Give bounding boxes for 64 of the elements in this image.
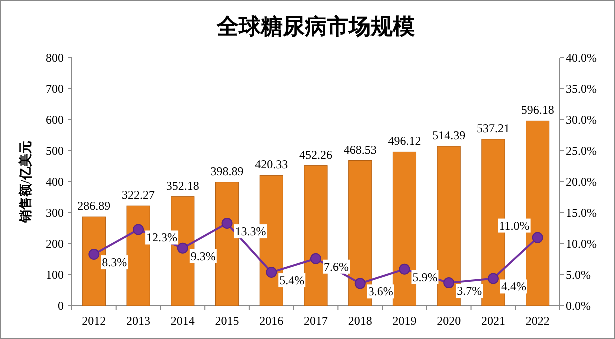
y-axis-title: 销售额/亿美元 bbox=[18, 141, 33, 224]
chart-title: 全球糖尿病市场规模 bbox=[216, 14, 415, 39]
x-tick-label: 2013 bbox=[126, 314, 151, 328]
y2-tick-label: 15.0% bbox=[566, 206, 597, 220]
point bbox=[310, 253, 322, 264]
point bbox=[532, 232, 544, 244]
data-label: 12.3% bbox=[146, 230, 178, 245]
data-label: 452.26 bbox=[300, 148, 332, 162]
y2-tick-label: 5.0% bbox=[566, 268, 591, 282]
x-tick-label: 2014 bbox=[170, 314, 195, 328]
y2-tick-label: 0.0% bbox=[566, 299, 591, 313]
point bbox=[354, 278, 366, 290]
point bbox=[177, 242, 188, 254]
data-label: 596.18 bbox=[521, 103, 554, 118]
y-tick-label: 600 bbox=[46, 113, 64, 127]
data-label: 3.6% bbox=[368, 284, 394, 299]
point bbox=[444, 278, 455, 289]
data-label: 7.6% bbox=[324, 260, 349, 274]
x-tick-label: 2015 bbox=[215, 314, 240, 328]
data-label: 398.89 bbox=[210, 164, 244, 178]
x-tick-label: 2018 bbox=[348, 314, 372, 328]
point bbox=[88, 249, 100, 260]
data-label: 9.3% bbox=[190, 249, 216, 264]
y-tick-label: 100 bbox=[46, 268, 64, 282]
data-label: 352.18 bbox=[166, 178, 200, 193]
x-tick-label: 2020 bbox=[437, 314, 462, 328]
point bbox=[133, 224, 144, 236]
y2-tick-label: 30.0% bbox=[566, 113, 597, 127]
data-label: 13.3% bbox=[235, 224, 266, 239]
y-tick-label: 200 bbox=[46, 237, 64, 251]
x-tick-label: 2017 bbox=[304, 314, 328, 328]
data-label: 537.21 bbox=[476, 121, 510, 136]
y-tick-label: 300 bbox=[46, 206, 64, 220]
y2-tick-label: 25.0% bbox=[566, 144, 597, 158]
x-tick-label: 2019 bbox=[392, 314, 417, 328]
data-label: 3.7% bbox=[457, 284, 482, 298]
data-label: 8.3% bbox=[102, 256, 128, 270]
data-label: 5.4% bbox=[280, 274, 305, 288]
data-label: 496.12 bbox=[388, 134, 422, 148]
y2-tick-label: 20.0% bbox=[566, 175, 597, 189]
y2-tick-label: 35.0% bbox=[566, 82, 597, 96]
y-tick-label: 800 bbox=[46, 51, 64, 65]
x-tick-label: 2016 bbox=[260, 314, 284, 328]
y-tick-label: 400 bbox=[46, 175, 64, 189]
data-label: 286.89 bbox=[78, 199, 111, 214]
y-tick-label: 500 bbox=[46, 144, 64, 158]
data-label: 468.53 bbox=[344, 142, 377, 157]
data-label: 4.4% bbox=[501, 280, 526, 294]
point bbox=[488, 273, 499, 284]
data-label: 11.0% bbox=[499, 218, 530, 233]
y2-tick-label: 10.0% bbox=[566, 237, 597, 251]
y2-tick-label: 40.0% bbox=[566, 51, 597, 65]
data-label: 514.39 bbox=[432, 128, 466, 143]
x-tick-label: 2021 bbox=[481, 314, 506, 328]
data-label: 322.27 bbox=[122, 188, 156, 202]
point bbox=[266, 267, 278, 278]
point bbox=[222, 218, 233, 230]
x-tick-label: 2012 bbox=[82, 314, 106, 328]
y-tick-label: 700 bbox=[46, 82, 64, 96]
point bbox=[399, 264, 410, 275]
data-label: 5.9% bbox=[412, 270, 438, 284]
y-tick-label: 0 bbox=[58, 299, 64, 313]
data-label: 420.33 bbox=[255, 158, 288, 172]
x-tick-label: 2022 bbox=[526, 314, 550, 328]
